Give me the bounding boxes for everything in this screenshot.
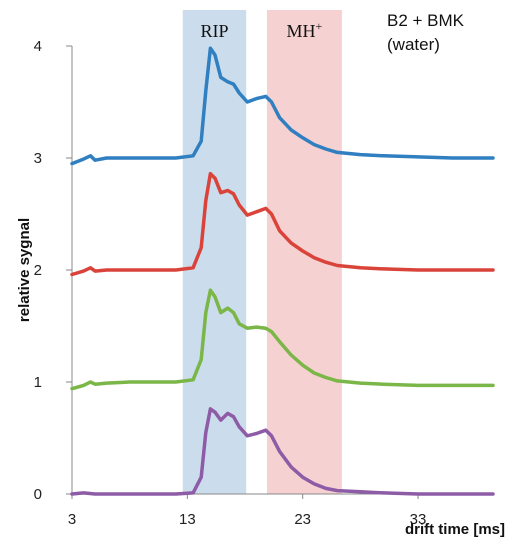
y-tick-label: 1	[34, 374, 42, 391]
annotation-line-2: (water)	[387, 35, 440, 54]
y-tick-label: 3	[34, 150, 42, 167]
x-tick-label: 23	[294, 511, 311, 528]
y-tick-label: 2	[34, 262, 42, 279]
y-tick-label: 4	[34, 38, 42, 55]
x-tick-label: 33	[410, 511, 427, 528]
band-label-superscript: +	[316, 19, 323, 33]
x-ticks: 3 13 23 33	[68, 494, 427, 528]
x-axis-title: drift time [ms]	[405, 521, 505, 538]
series-line-2	[70, 171, 495, 277]
y-axis-title: relative sygnal	[16, 218, 33, 322]
y-ticks: 0 1 2 3 4	[34, 38, 72, 503]
band-label-mh: MH+	[287, 19, 323, 41]
series-line-4	[70, 407, 495, 496]
series-line-1	[70, 46, 495, 166]
band-label-rip: RIP	[200, 21, 228, 41]
x-tick-label: 13	[179, 511, 196, 528]
annotation-line-1: B2 + BMK	[387, 11, 465, 30]
series-lines	[70, 46, 495, 496]
series-line-3	[70, 288, 495, 391]
y-tick-label: 0	[34, 486, 42, 503]
x-tick-label: 3	[68, 511, 76, 528]
